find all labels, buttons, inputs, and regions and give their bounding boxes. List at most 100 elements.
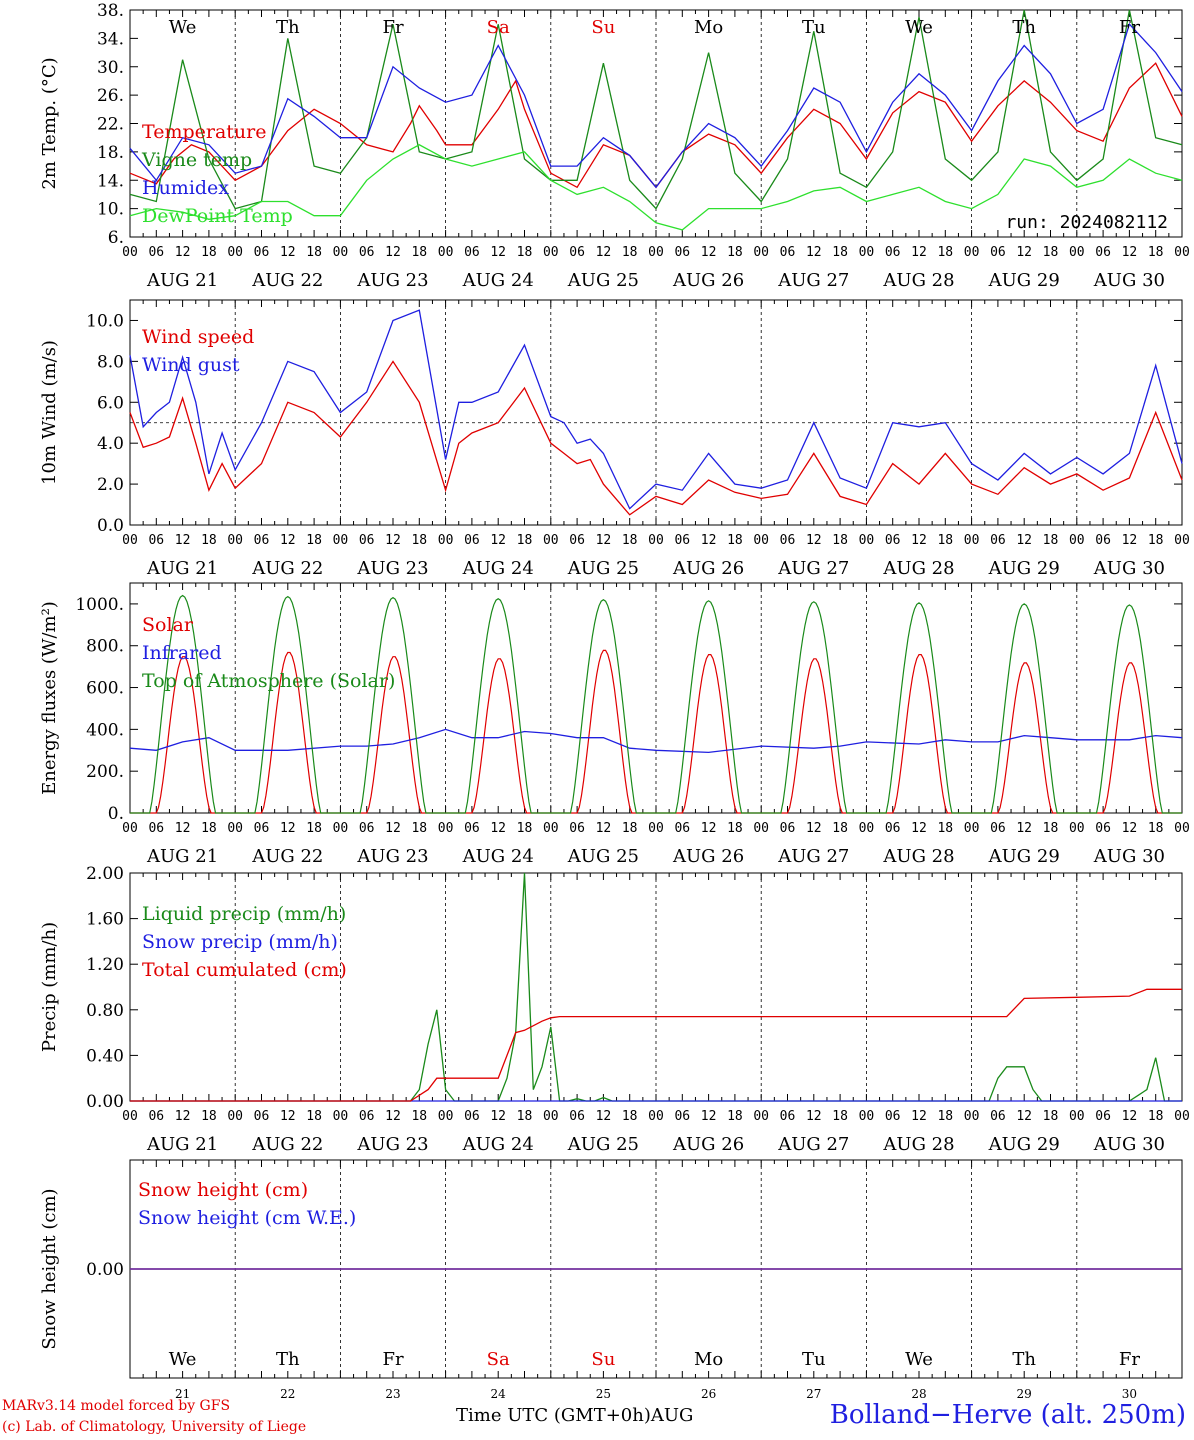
date-label: AUG 24 <box>462 1134 534 1155</box>
hour-tick-label: 12 <box>1122 1109 1138 1124</box>
date-label: AUG 22 <box>251 558 323 579</box>
date-label: AUG 30 <box>1093 270 1165 291</box>
legend-entry: Infrared <box>142 642 222 664</box>
day-name-label: Th <box>276 17 300 38</box>
station-title: Bolland−Herve (alt. 250m) <box>829 1400 1186 1430</box>
hour-tick-label: 12 <box>175 821 191 836</box>
credit-line-1: MARv3.14 model forced by GFS <box>2 1398 231 1414</box>
hour-tick-label: 06 <box>254 533 270 548</box>
hour-tick-label: 18 <box>306 533 322 548</box>
day-name-label: Mo <box>694 17 723 38</box>
date-label: AUG 28 <box>882 1134 954 1155</box>
hour-tick-label: 00 <box>333 1109 349 1124</box>
y-tick-label: 14. <box>97 171 124 191</box>
hour-tick-label: 06 <box>1095 1109 1111 1124</box>
y-tick-label: 800. <box>86 637 124 657</box>
hour-tick-label: 18 <box>622 1109 638 1124</box>
hour-tick-label: 18 <box>937 1109 953 1124</box>
panel-2-frame <box>129 299 1183 526</box>
y-tick-label: 0.80 <box>86 1001 124 1021</box>
hour-tick-label: 18 <box>517 533 533 548</box>
date-label: AUG 29 <box>988 1134 1060 1155</box>
y-tick-label: 34. <box>97 29 124 49</box>
run-label: run: 2024082112 <box>1005 212 1168 233</box>
hour-tick-label: 00 <box>438 1109 454 1124</box>
hour-tick-label: 00 <box>753 821 769 836</box>
hour-tick-label: 00 <box>227 533 243 548</box>
date-label: AUG 25 <box>567 1134 639 1155</box>
hour-tick-label: 12 <box>385 1109 401 1124</box>
hour-tick-label: 06 <box>1095 533 1111 548</box>
y-tick-label: 200. <box>86 762 124 782</box>
hour-tick-label: 12 <box>596 245 612 260</box>
y-tick-label: 30. <box>97 58 124 78</box>
y-axis-title: Energy fluxes (W/m²) <box>39 601 60 795</box>
hour-tick-label: 06 <box>885 533 901 548</box>
hour-tick-label: 00 <box>753 1109 769 1124</box>
hour-tick-label: 18 <box>201 1109 217 1124</box>
hour-tick-label: 18 <box>201 821 217 836</box>
hour-tick-label: 00 <box>227 245 243 260</box>
y-axis-title: 2m Temp. (°C) <box>39 57 60 189</box>
y-tick-label: 18. <box>97 143 124 163</box>
hour-tick-label: 18 <box>727 1109 743 1124</box>
y-tick-label: 0.0 <box>97 516 124 536</box>
hour-tick-label: 12 <box>1122 821 1138 836</box>
hour-tick-label: 12 <box>1016 533 1032 548</box>
date-label: AUG 27 <box>777 1134 849 1155</box>
y-axis-title: Snow height (cm) <box>39 1188 60 1349</box>
hour-tick-label: 18 <box>1043 821 1059 836</box>
hour-tick-label: 06 <box>148 533 164 548</box>
hour-tick-label: 06 <box>780 533 796 548</box>
hour-tick-label: 12 <box>911 821 927 836</box>
hour-tick-label: 12 <box>596 821 612 836</box>
date-label: AUG 28 <box>882 270 954 291</box>
legend-entry: Top of Atmosphere (Solar) <box>142 670 395 692</box>
legend-entry: Temperature <box>142 121 266 143</box>
month-label: AUG <box>650 1405 694 1426</box>
hour-tick-label: 06 <box>359 245 375 260</box>
credit-line-2: (c) Lab. of Climatology, University of L… <box>2 1419 307 1435</box>
date-label: AUG 24 <box>462 270 534 291</box>
hour-tick-label: 00 <box>1069 245 1085 260</box>
hour-tick-label: 12 <box>280 533 296 548</box>
date-label: AUG 30 <box>1093 1134 1165 1155</box>
hour-tick-label: 12 <box>1016 245 1032 260</box>
day-number-label: 25 <box>596 1387 611 1401</box>
day-number-label: 21 <box>175 1387 190 1401</box>
day-number-label: 29 <box>1017 1387 1032 1401</box>
y-tick-label: 0. <box>108 804 124 824</box>
hour-tick-label: 00 <box>1069 821 1085 836</box>
day-name-label: Fr <box>382 17 403 38</box>
day-name-label: Th <box>276 1349 300 1370</box>
hour-tick-label: 06 <box>464 821 480 836</box>
date-label: AUG 24 <box>462 558 534 579</box>
y-tick-label: 8.0 <box>97 352 124 372</box>
hour-tick-label: 12 <box>175 245 191 260</box>
hour-tick-label: 12 <box>490 1109 506 1124</box>
hour-tick-label: 00 <box>122 533 138 548</box>
y-tick-label: 6.0 <box>97 393 124 413</box>
hour-tick-label: 12 <box>490 245 506 260</box>
hour-tick-label: 00 <box>227 821 243 836</box>
hour-tick-label: 18 <box>201 245 217 260</box>
hour-tick-label: 06 <box>1095 821 1111 836</box>
hour-tick-label: 18 <box>201 533 217 548</box>
date-label: AUG 21 <box>146 1134 218 1155</box>
hour-tick-label: 12 <box>490 533 506 548</box>
hour-tick-label: 00 <box>1069 1109 1085 1124</box>
hour-tick-label: 12 <box>175 533 191 548</box>
hour-tick-label: 12 <box>280 821 296 836</box>
hour-tick-label: 12 <box>175 1109 191 1124</box>
series-line <box>129 728 1183 754</box>
hour-tick-label: 06 <box>254 821 270 836</box>
hour-tick-label: 00 <box>543 533 559 548</box>
day-name-label: Sa <box>487 1349 510 1370</box>
y-tick-label: 1.60 <box>86 910 124 930</box>
legend-entry: Vigne temp <box>141 149 252 171</box>
hour-tick-label: 18 <box>1043 245 1059 260</box>
series-line <box>129 144 1183 231</box>
series-line <box>129 9 1183 210</box>
hour-tick-label: 00 <box>122 245 138 260</box>
y-tick-label: 2.00 <box>86 864 124 884</box>
